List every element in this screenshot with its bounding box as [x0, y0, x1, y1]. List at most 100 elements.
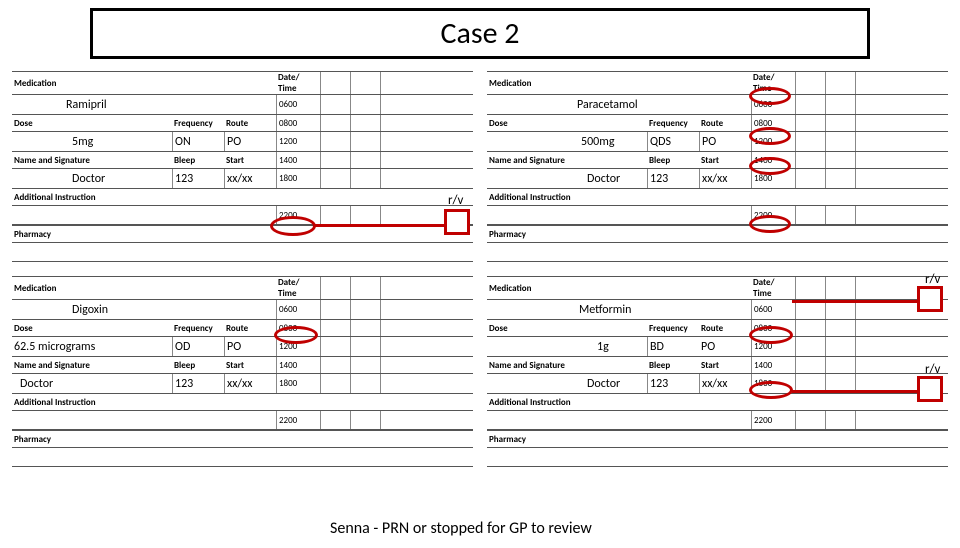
- lbl-start: Start: [224, 359, 276, 372]
- lbl-medication: Medication: [487, 282, 647, 295]
- time-1400: 1400: [751, 357, 795, 373]
- lbl-frequency: Frequency: [172, 117, 224, 130]
- route-value: PO: [699, 132, 751, 151]
- medication-value: Metformin: [487, 303, 647, 317]
- signer-value: Doctor: [12, 172, 172, 186]
- lbl-date-time: Date/Time: [751, 72, 795, 94]
- lbl-addl: Additional Instruction: [487, 191, 647, 204]
- lbl-route: Route: [224, 322, 276, 335]
- lbl-start: Start: [699, 359, 751, 372]
- frequency-value: OD: [172, 337, 224, 356]
- time-1200: 1200: [751, 132, 795, 151]
- lbl-dose: Dose: [487, 322, 647, 335]
- lbl-dose: Dose: [12, 117, 172, 130]
- lbl-name-sig: Name and Signature: [487, 359, 647, 372]
- frequency-value: QDS: [647, 132, 699, 151]
- time-1800: 1800: [751, 169, 795, 188]
- route-value: PO: [224, 337, 276, 356]
- time-2200: 2200: [751, 411, 795, 429]
- time-1800: 1800: [276, 374, 320, 393]
- rx-card-paracetamol: Medication Date/Time Paracetamol 0600 Do…: [487, 71, 948, 262]
- dose-value: 1g: [487, 340, 647, 354]
- lbl-start: Start: [699, 154, 751, 167]
- dose-value: 62.5 micrograms: [12, 340, 172, 354]
- lbl-medication: Medication: [12, 77, 172, 90]
- lbl-name-sig: Name and Signature: [12, 359, 172, 372]
- rv-label: r/v: [925, 272, 940, 287]
- rv-label: r/v: [448, 193, 463, 208]
- start-value: xx/xx: [699, 374, 751, 393]
- lbl-bleep: Bleep: [172, 154, 224, 167]
- start-value: xx/xx: [224, 374, 276, 393]
- time-0800: 0800: [751, 320, 795, 336]
- frequency-value: BD: [647, 337, 699, 356]
- lbl-pharmacy: Pharmacy: [487, 228, 647, 241]
- signer-value: Doctor: [487, 172, 647, 186]
- time-0600: 0600: [751, 95, 795, 114]
- bleep-value: 123: [647, 374, 699, 393]
- time-1800: 1800: [276, 169, 320, 188]
- signer-value: Doctor: [12, 377, 172, 391]
- lbl-addl: Additional Instruction: [12, 191, 172, 204]
- lbl-dose: Dose: [487, 117, 647, 130]
- bleep-value: 123: [172, 169, 224, 188]
- medication-value: Ramipril: [12, 98, 172, 112]
- route-value: PO: [224, 132, 276, 151]
- footer-note: Senna - PRN or stopped for GP to review: [330, 520, 630, 538]
- time-1800: 1800: [751, 374, 795, 393]
- prescription-grid: Medication Date/Time Ramipril 0600 Dose …: [0, 71, 960, 467]
- time-2200: 2200: [276, 206, 320, 224]
- time-0600: 0600: [276, 300, 320, 319]
- rv-label: r/v: [925, 362, 940, 377]
- medication-value: Digoxin: [12, 303, 172, 317]
- lbl-frequency: Frequency: [647, 117, 699, 130]
- lbl-date-time: Date/Time: [276, 277, 320, 299]
- lbl-start: Start: [224, 154, 276, 167]
- bleep-value: 123: [647, 169, 699, 188]
- frequency-value: ON: [172, 132, 224, 151]
- lbl-pharmacy: Pharmacy: [12, 433, 172, 446]
- lbl-bleep: Bleep: [647, 359, 699, 372]
- lbl-pharmacy: Pharmacy: [487, 433, 647, 446]
- bleep-value: 123: [172, 374, 224, 393]
- lbl-frequency: Frequency: [647, 322, 699, 335]
- time-1400: 1400: [276, 357, 320, 373]
- start-value: xx/xx: [699, 169, 751, 188]
- signer-value: Doctor: [487, 377, 647, 391]
- lbl-date-time: Date/Time: [751, 277, 795, 299]
- time-2200: 2200: [276, 411, 320, 429]
- dose-value: 500mg: [487, 135, 647, 149]
- lbl-addl: Additional Instruction: [487, 396, 647, 409]
- time-1200: 1200: [276, 132, 320, 151]
- lbl-route: Route: [224, 117, 276, 130]
- rx-card-metformin: Medication Date/Time Metformin 0600 Dose…: [487, 276, 948, 467]
- lbl-addl: Additional Instruction: [12, 396, 172, 409]
- lbl-dose: Dose: [12, 322, 172, 335]
- start-value: xx/xx: [224, 169, 276, 188]
- rx-card-ramipril: Medication Date/Time Ramipril 0600 Dose …: [12, 71, 473, 262]
- lbl-date-time: Date/Time: [276, 72, 320, 94]
- time-0800: 0800: [276, 115, 320, 131]
- time-0600: 0600: [751, 300, 795, 319]
- time-1200: 1200: [751, 337, 795, 356]
- lbl-frequency: Frequency: [172, 322, 224, 335]
- medication-value: Paracetamol: [487, 98, 647, 112]
- lbl-name-sig: Name and Signature: [487, 154, 647, 167]
- lbl-route: Route: [699, 322, 751, 335]
- lbl-pharmacy: Pharmacy: [12, 228, 172, 241]
- time-1400: 1400: [276, 152, 320, 168]
- route-value: PO: [699, 337, 751, 356]
- lbl-bleep: Bleep: [172, 359, 224, 372]
- lbl-name-sig: Name and Signature: [12, 154, 172, 167]
- time-0800: 0800: [276, 320, 320, 336]
- case-title: Case 2: [90, 8, 870, 59]
- rx-card-digoxin: Medication Date/Time Digoxin 0600 Dose F…: [12, 276, 473, 467]
- lbl-medication: Medication: [12, 282, 172, 295]
- time-1400: 1400: [751, 152, 795, 168]
- time-1200: 1200: [276, 337, 320, 356]
- lbl-route: Route: [699, 117, 751, 130]
- lbl-bleep: Bleep: [647, 154, 699, 167]
- time-0600: 0600: [276, 95, 320, 114]
- time-0800: 0800: [751, 115, 795, 131]
- time-2200: 2200: [751, 206, 795, 224]
